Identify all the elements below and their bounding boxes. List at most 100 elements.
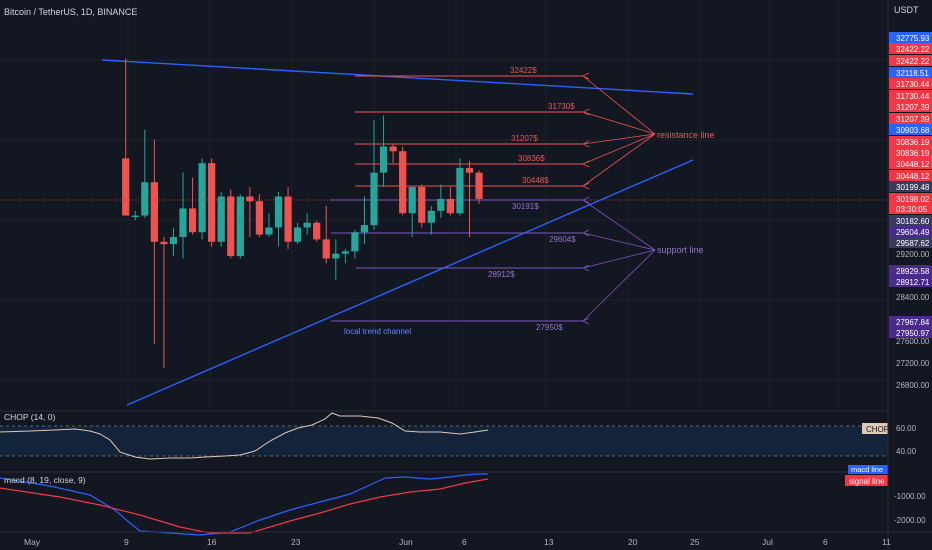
support-arrowhead xyxy=(582,264,590,272)
candle-body xyxy=(399,151,407,214)
support-arrowhead xyxy=(582,229,590,237)
date-tick: 16 xyxy=(207,537,217,547)
candle-body xyxy=(150,182,158,242)
support-arrow xyxy=(582,199,656,251)
candle-body xyxy=(169,237,178,245)
price-tick: 29200.00 xyxy=(896,250,930,259)
resistance-label: resistance line xyxy=(657,130,715,140)
candle-body xyxy=(389,146,397,152)
support-arrowhead xyxy=(582,196,590,204)
resistance-arrow xyxy=(582,75,656,135)
channel-label: local trend channel xyxy=(344,327,411,336)
price-label-bg xyxy=(889,316,932,327)
price-axis[interactable]: 32775.93 32422.22 32422.22 32118.51 31730.44… xyxy=(889,32,932,390)
resistance-arrowhead xyxy=(582,182,590,190)
price-label: 03:30:05 xyxy=(896,205,928,214)
candle-body xyxy=(122,158,130,216)
candle-body xyxy=(227,196,235,257)
resistance-level-label: 32422$ xyxy=(510,66,537,75)
price-label-bg xyxy=(889,181,932,192)
candle-body xyxy=(208,163,216,242)
price-label-bg xyxy=(889,215,932,226)
date-tick: 13 xyxy=(544,537,554,547)
price-label: 29587.62 xyxy=(896,239,930,248)
support-level-label: 27950$ xyxy=(536,323,563,332)
resistance-arrowhead xyxy=(582,160,590,168)
candle-body xyxy=(246,196,254,202)
price-label: 32422.22 xyxy=(896,57,930,66)
resistance-level-label: 31207$ xyxy=(511,134,538,143)
chop-line xyxy=(0,412,489,460)
price-label: 28912.71 xyxy=(896,278,930,287)
support-arrowhead xyxy=(582,317,590,325)
macd-line xyxy=(0,473,488,536)
price-label: 30836.19 xyxy=(896,138,930,147)
price-label: 32422.22 xyxy=(896,45,930,54)
resistance-arrowhead xyxy=(582,140,590,148)
chop-title: CHOP (14, 0) xyxy=(4,412,56,422)
candle-body xyxy=(179,208,187,237)
candle-body xyxy=(236,196,244,257)
date-tick: Jul xyxy=(762,537,773,547)
price-label: 30182.60 xyxy=(896,217,930,226)
macd-badge-bg xyxy=(848,465,888,474)
price-label-bg xyxy=(889,67,932,78)
resistance-arrow xyxy=(582,133,656,165)
price-label-bg xyxy=(889,136,932,147)
candle-body xyxy=(160,241,168,245)
price-label-bg xyxy=(889,327,932,338)
price-label: 31730.44 xyxy=(896,92,930,101)
resistance-trendline xyxy=(101,59,694,95)
resistance-arrowhead xyxy=(582,108,590,116)
candle-body xyxy=(131,215,139,218)
resistance-level-label: 30448$ xyxy=(522,176,549,185)
price-label: 29604.49 xyxy=(896,228,930,237)
resistance-arrow xyxy=(582,133,656,145)
resistance-level-label: 31730$ xyxy=(548,102,575,111)
price-label: 30198.02 xyxy=(896,195,930,204)
candle-body xyxy=(284,196,292,242)
price-label: 32775.93 xyxy=(896,34,930,43)
price-label: 30448.12 xyxy=(896,160,930,169)
candle-body xyxy=(188,208,197,233)
candle-body xyxy=(332,253,340,259)
candle-body xyxy=(418,186,426,223)
candle-body xyxy=(303,222,311,228)
price-label-bg xyxy=(889,265,932,276)
chart-title: Bitcoin / TetherUS, 1D, BINANCE xyxy=(4,7,137,17)
candle-body xyxy=(465,167,474,173)
chop-badge: CHOP xyxy=(866,425,889,434)
price-label-bg xyxy=(889,193,932,204)
signal-line xyxy=(0,478,489,534)
candle-body xyxy=(255,201,263,235)
resistance-level-label: 30836$ xyxy=(518,154,545,163)
price-label-bg xyxy=(889,276,932,287)
price-label-bg xyxy=(889,113,932,124)
price-tick: 27200.00 xyxy=(896,359,930,368)
candle-body xyxy=(141,182,149,216)
price-label-bg xyxy=(889,32,932,43)
signal-badge: signal line xyxy=(849,477,885,486)
price-label: 30836.19 xyxy=(896,149,930,158)
support-level-label: 28912$ xyxy=(488,270,515,279)
candle-body xyxy=(341,251,349,254)
date-tick: 6 xyxy=(462,537,467,547)
macd-tick-1000: -1000.00 xyxy=(894,492,926,501)
candle-body xyxy=(294,227,302,242)
date-tick: 23 xyxy=(291,537,301,547)
currency-label: USDT xyxy=(894,5,919,15)
date-tick: Jun xyxy=(399,537,413,547)
resistance-arrow xyxy=(582,133,656,187)
date-axis[interactable]: May 9 16 23 Jun 6 13 20 25 Jul 6 11 xyxy=(24,537,891,547)
candle-body xyxy=(379,146,388,173)
macd-badge: macd line xyxy=(851,465,883,474)
date-tick: 9 xyxy=(124,537,129,547)
macd-tick-2000: -2000.00 xyxy=(894,516,926,525)
price-label-bg xyxy=(889,158,932,169)
price-label: 30903.68 xyxy=(896,126,930,135)
date-tick: May xyxy=(24,537,41,547)
price-label-bg xyxy=(889,237,932,248)
chop-tick-40: 40.00 xyxy=(896,447,917,456)
price-label-bg xyxy=(889,226,932,237)
